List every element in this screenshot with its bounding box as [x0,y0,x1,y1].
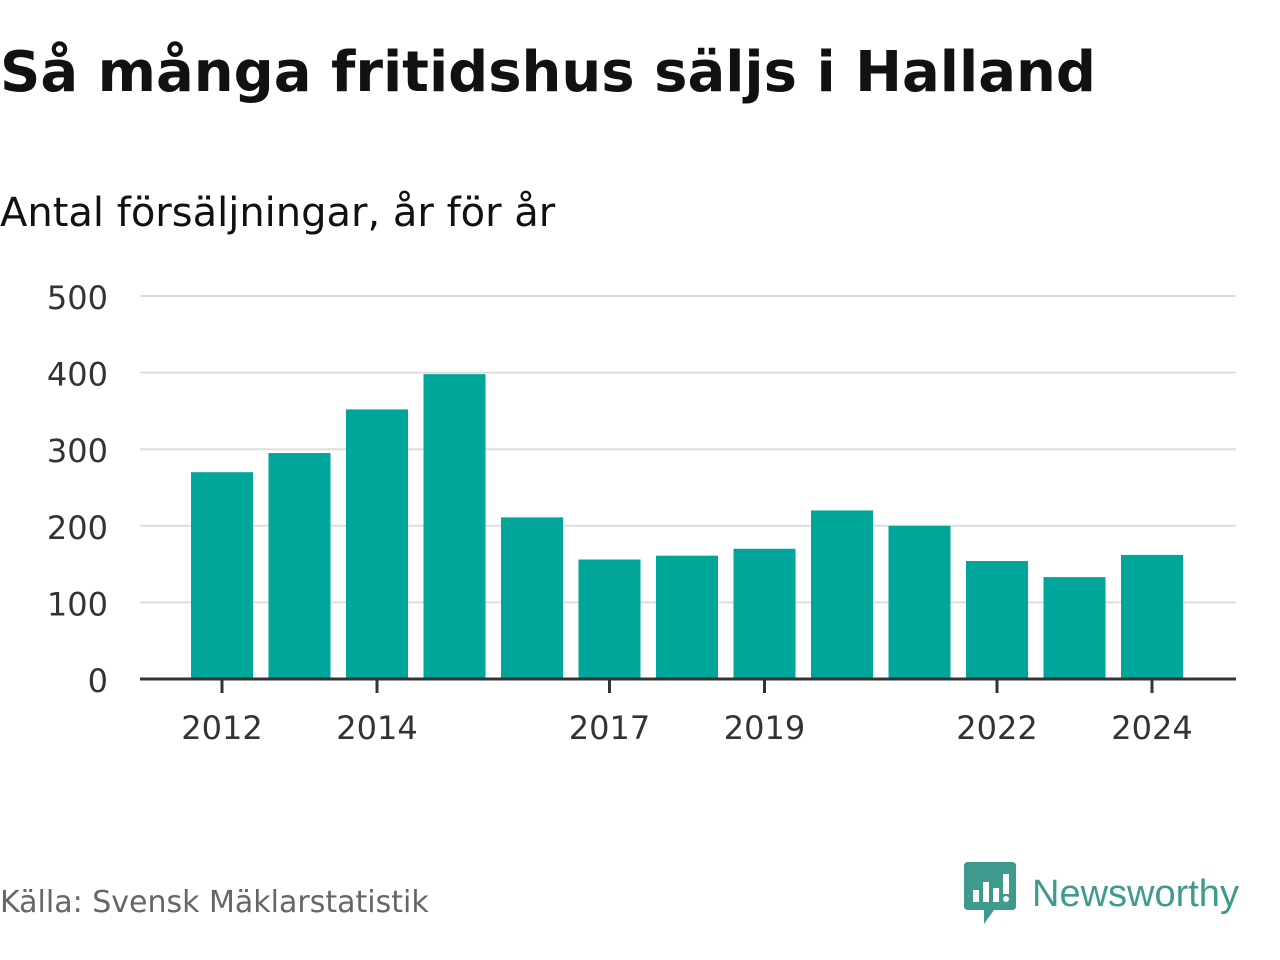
bar-2013 [268,453,331,679]
brand-name: Newsworthy [1032,872,1239,915]
bar-2021 [888,525,951,679]
x-tick-label: 2024 [1111,709,1192,747]
bar-2015 [423,374,486,679]
bar-2018 [656,555,718,679]
brand-logo: Newsworthy [964,862,1239,926]
chart-subtitle: Antal försäljningar, år för år [0,190,556,236]
y-tick-label: 0 [88,662,108,700]
y-tick-label: 200 [47,509,108,547]
bar-2023 [1043,577,1106,679]
bar-2020 [811,510,873,679]
bar-2012 [191,472,253,679]
bar-2024 [1121,554,1183,679]
x-tick-label: 2019 [724,709,805,747]
y-tick-label: 500 [47,279,108,317]
y-tick-label: 400 [47,356,108,394]
x-tick-label: 2022 [956,709,1037,747]
bar-2014 [346,409,408,679]
bar-2017 [578,559,641,679]
x-tick-label: 2012 [181,709,262,747]
bar-2019 [733,548,796,679]
x-tick-label: 2014 [336,709,417,747]
source-note: Källa: Svensk Mäklarstatistik [0,885,429,920]
newsworthy-logo-icon [964,862,1016,924]
bar-2016 [501,517,563,679]
bar-chart: 0 100 200 300 400 500 2012 2014 2017 2019 2022 2024 [47,279,1236,747]
chart-title: Så många fritidshus säljs i Halland [0,40,1096,105]
x-tick-label: 2017 [569,709,650,747]
bar-2022 [966,561,1028,679]
y-tick-label: 300 [47,432,108,470]
y-tick-label: 100 [47,585,108,623]
